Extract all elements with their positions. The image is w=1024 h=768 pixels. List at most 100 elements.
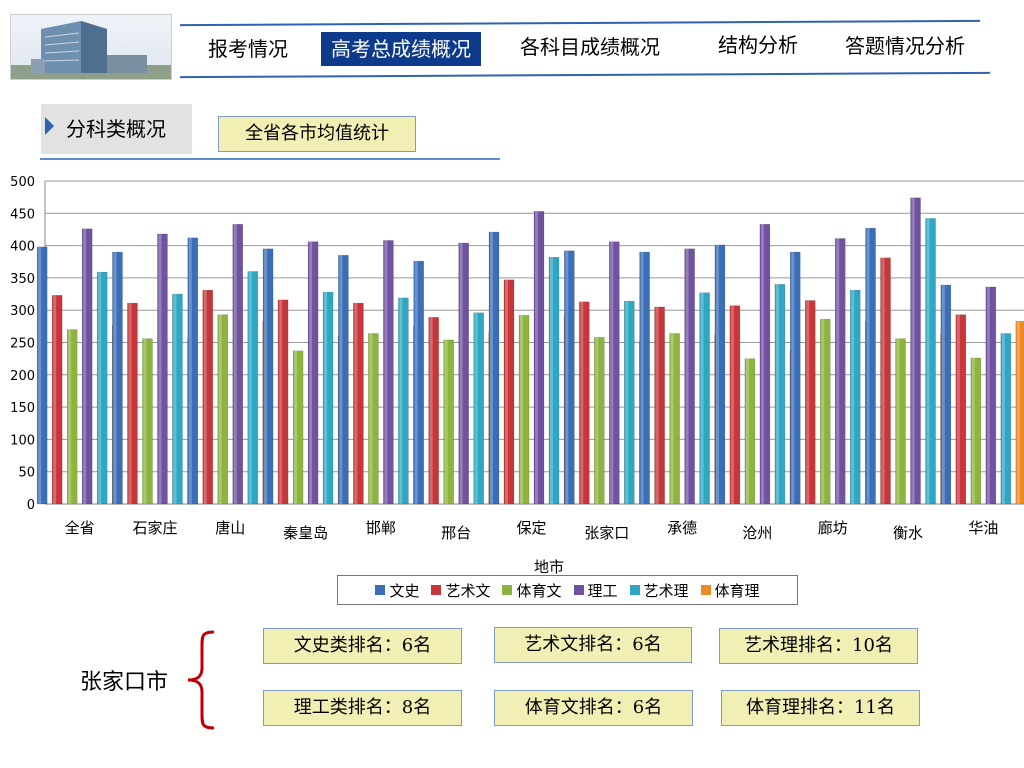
bar-highlight (444, 339, 448, 504)
bar-highlight (791, 252, 795, 504)
nav-item-subject-score[interactable]: 各科目成绩概况 (520, 35, 660, 59)
bar-highlight (294, 350, 298, 504)
bar-3-1 (157, 233, 168, 505)
bar-0-6 (488, 231, 500, 505)
bar-0-10 (789, 251, 801, 505)
bar-1-2 (202, 289, 214, 505)
legend-swatch (700, 585, 711, 595)
x-tick-label: 邯郸 (366, 519, 396, 537)
bar-highlight (550, 257, 553, 504)
bar-highlight (730, 305, 734, 504)
x-tick-label: 承德 (667, 519, 697, 537)
nav-item-total-score[interactable]: 高考总成绩概况 (321, 32, 481, 66)
bar-highlight (384, 240, 388, 504)
bar-4-6 (548, 256, 560, 505)
bar-highlight (279, 299, 283, 504)
bar-4-12 (1000, 333, 1012, 505)
bar-highlight (113, 252, 117, 504)
bar-4-9 (774, 284, 786, 505)
bar-highlight (565, 250, 569, 504)
bar-highlight (760, 224, 764, 505)
bar-3-11 (910, 197, 921, 505)
nav-item-registration[interactable]: 报考情况 (208, 37, 288, 61)
bar-0-1 (112, 251, 123, 505)
legend-swatch (375, 585, 386, 595)
building-logo-image (11, 21, 171, 79)
bar-highlight (248, 271, 252, 504)
bar-1-0 (51, 295, 63, 505)
bar-highlight (429, 317, 433, 504)
bar-1-8 (654, 306, 665, 505)
bar-1-5 (428, 317, 439, 505)
bar-highlight (490, 232, 493, 504)
bar-2-6 (518, 315, 530, 505)
bar-highlight (218, 314, 222, 504)
bar-highlight (98, 272, 102, 504)
bar-0-12 (940, 284, 952, 505)
legend-label: 理工 (587, 581, 618, 600)
bar-0-9 (714, 244, 726, 505)
y-tick-label: 200 (10, 369, 35, 384)
bar-2-12 (970, 357, 982, 505)
bar-2-2 (217, 314, 229, 505)
bar-3-6 (533, 211, 545, 505)
bar-2-9 (744, 358, 756, 505)
legend-item: 艺术文 (431, 580, 490, 601)
nav-item-structure[interactable]: 结构分析 (718, 33, 798, 57)
legend-label: 文史 (389, 581, 420, 600)
province-average-button[interactable]: 全省各市均值统计 (218, 116, 416, 152)
bar-0-2 (187, 237, 199, 505)
bar-3-2 (232, 224, 244, 505)
bar-0-5 (413, 260, 424, 505)
legend-swatch (573, 585, 584, 595)
triangle-right-icon (45, 117, 54, 135)
bar-4-10 (849, 289, 861, 505)
bar-highlight (520, 315, 523, 504)
bar-highlight (625, 301, 629, 504)
bar-1-6 (503, 279, 515, 505)
bar-highlight (188, 237, 192, 504)
bar-highlight (324, 292, 328, 504)
legend-item: 艺术理 (629, 580, 689, 601)
legend-label: 艺术理 (643, 581, 689, 600)
bar-2-3 (292, 350, 304, 505)
rank-wenshi: 文史类排名：6名 (263, 628, 462, 664)
nav-item-answer-analysis[interactable]: 答题情况分析 (845, 34, 965, 58)
bar-highlight (926, 218, 930, 504)
bar-highlight (339, 255, 343, 504)
x-tick-label: 全省 (65, 519, 95, 537)
bar-2-5 (443, 339, 454, 505)
rank-pe-liberal: 体育文排名：6名 (494, 690, 693, 726)
bar-highlight (610, 241, 614, 504)
section-title: 分科类概况 (66, 117, 166, 141)
bar-2-8 (669, 333, 680, 505)
bar-1-11 (880, 257, 891, 505)
y-tick-label: 400 (10, 240, 35, 255)
bar-4-7 (624, 300, 635, 505)
bar-highlight (369, 333, 373, 504)
bar-highlight (83, 228, 87, 504)
legend-item: 理工 (573, 580, 618, 601)
bar-1-12 (955, 314, 967, 505)
bar-4-4 (398, 297, 409, 505)
bar-highlight (911, 197, 915, 504)
y-tick-label: 350 (10, 272, 35, 287)
bar-highlight (956, 314, 960, 504)
bar-2-11 (895, 338, 906, 505)
bar-highlight (459, 243, 463, 504)
bar-highlight (580, 301, 584, 504)
x-tick-label: 邢台 (441, 524, 471, 542)
legend-label: 体育文 (516, 581, 562, 600)
bar-highlight (68, 329, 72, 504)
x-tick-label: 华油 (968, 519, 998, 537)
bar-2-7 (594, 337, 605, 505)
chart-legend: 文史 艺术文 体育文 理工 艺术理 体育理 (337, 575, 798, 605)
bar-highlight (775, 284, 779, 504)
x-tick-label: 保定 (516, 519, 546, 537)
bar-4-8 (699, 292, 710, 505)
rank-art-science: 艺术理排名：10名 (719, 628, 918, 664)
legend-item: 文史 (375, 580, 419, 601)
bar-3-10 (834, 238, 846, 505)
bar-1-9 (729, 305, 741, 505)
rank-pe-science: 体育理排名：11名 (721, 690, 920, 726)
